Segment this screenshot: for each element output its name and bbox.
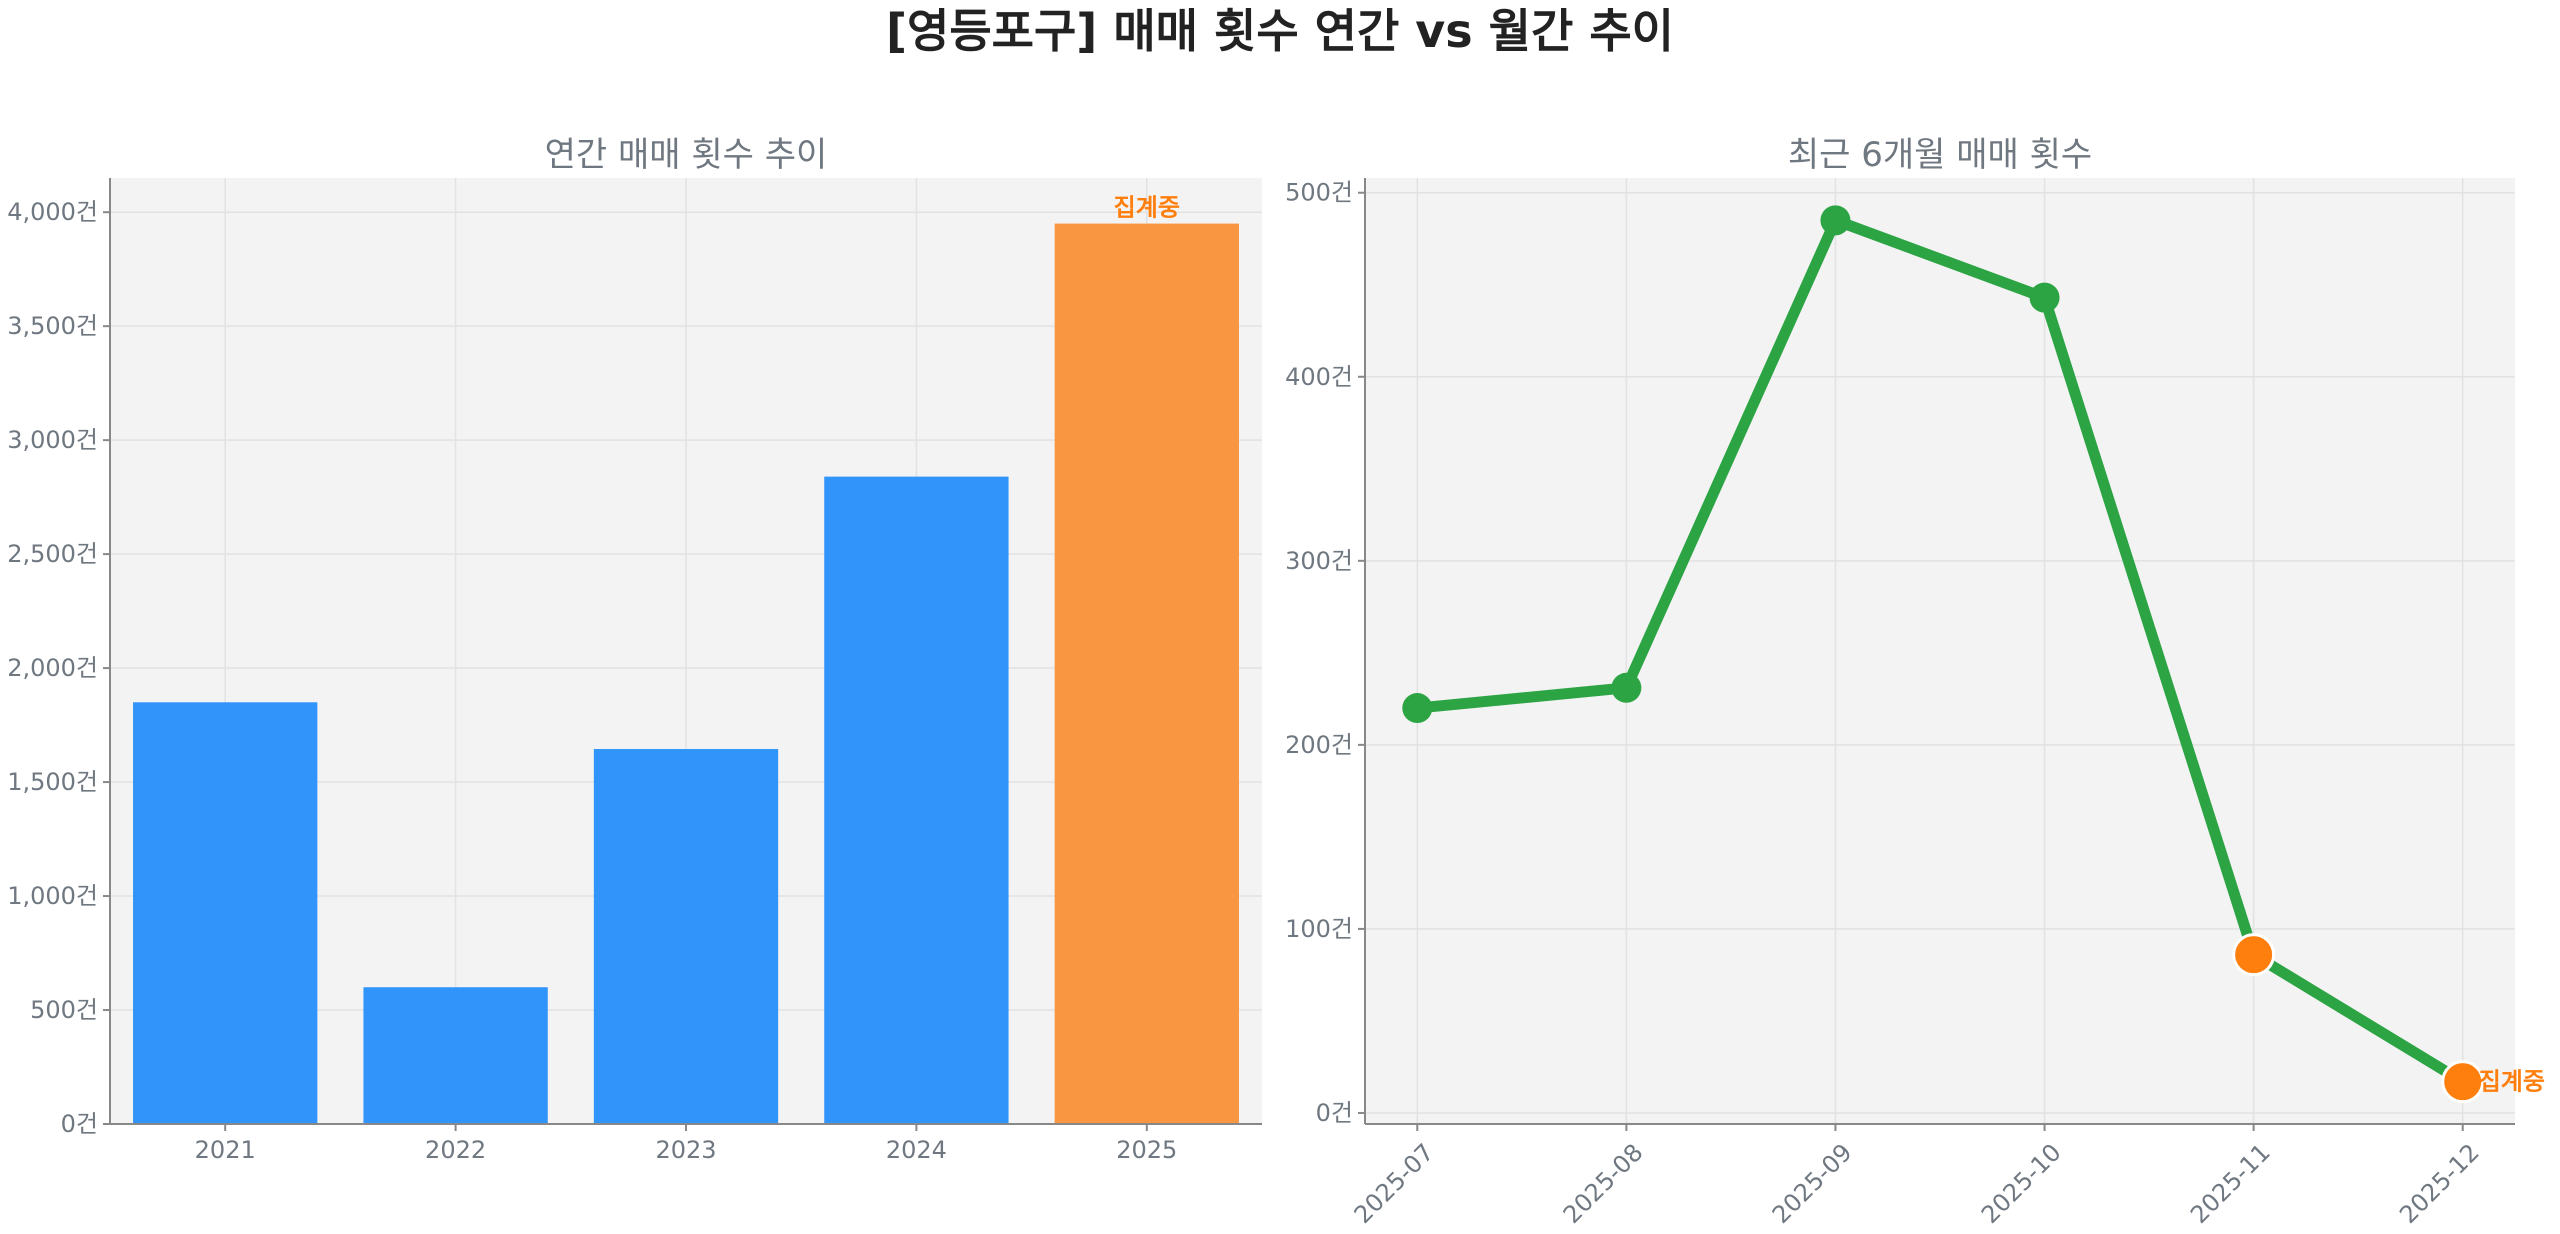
bar-chart-title: 연간 매매 횟수 추이 xyxy=(545,135,828,175)
bar-2022 xyxy=(363,987,548,1124)
line-point-2025-10 xyxy=(2029,282,2060,313)
bar-ytick-label: 2,000건 xyxy=(7,654,98,682)
bar-ytick-label: 3,000건 xyxy=(7,426,98,454)
bar-ytick-label: 1,000건 xyxy=(7,882,98,910)
line-annotation-label: 집계중 xyxy=(2479,1068,2545,1096)
bar-xtick-label: 2025 xyxy=(1116,1136,1177,1164)
line-xtick-label: 2025-10 xyxy=(1976,1138,2067,1229)
bar-xtick-label: 2022 xyxy=(425,1136,486,1164)
bar-2023 xyxy=(593,749,779,1124)
bar-ytick-label: 1,500건 xyxy=(7,768,98,796)
bar-ytick-label: 3,500건 xyxy=(7,312,98,340)
bar-2025 xyxy=(1054,223,1239,1125)
line-point-2025-12 xyxy=(2441,1060,2485,1104)
line-ytick-label: 200건 xyxy=(1285,731,1353,759)
line-point-2025-08 xyxy=(1611,672,1642,703)
bar-xtick-label: 2024 xyxy=(886,1136,947,1164)
line-ytick-label: 400건 xyxy=(1285,363,1353,391)
line-plot-area xyxy=(1365,178,2515,1124)
figure-title: [영등포구] 매매 횟수 연간 vs 월간 추이 xyxy=(886,4,1674,58)
line-xtick-label: 2025-09 xyxy=(1767,1138,1858,1229)
line-point-2025-09 xyxy=(1820,205,1851,236)
bar-annotation-label: 집계중 xyxy=(1114,194,1180,222)
line-series xyxy=(1411,214,2469,1088)
bar-xtick-label: 2021 xyxy=(195,1136,256,1164)
bar-2024 xyxy=(824,476,1009,1124)
line-ytick-label: 100건 xyxy=(1285,915,1353,943)
bar-ytick-label: 500건 xyxy=(30,996,98,1024)
line-ytick-label: 500건 xyxy=(1285,179,1353,207)
line-point-2025-11 xyxy=(2232,933,2276,977)
line-xtick-label: 2025-07 xyxy=(1349,1138,1440,1229)
line-point-2025-07 xyxy=(1402,693,1433,724)
bar-xtick-label: 2023 xyxy=(655,1136,716,1164)
line-ytick-label: 300건 xyxy=(1285,547,1353,575)
line-chart-title: 최근 6개월 매매 횟수 xyxy=(1788,135,2092,175)
bar-ytick-label: 2,500건 xyxy=(7,540,98,568)
bar-ytick-label: 0건 xyxy=(61,1110,98,1138)
line-ytick-label: 0건 xyxy=(1316,1099,1353,1127)
line-xtick-label: 2025-08 xyxy=(1558,1138,1649,1229)
line-xtick-label: 2025-11 xyxy=(2185,1138,2276,1229)
line-xtick-label: 2025-12 xyxy=(2394,1138,2485,1229)
bar-ytick-label: 4,000건 xyxy=(7,198,98,226)
bar-2021 xyxy=(133,702,318,1124)
